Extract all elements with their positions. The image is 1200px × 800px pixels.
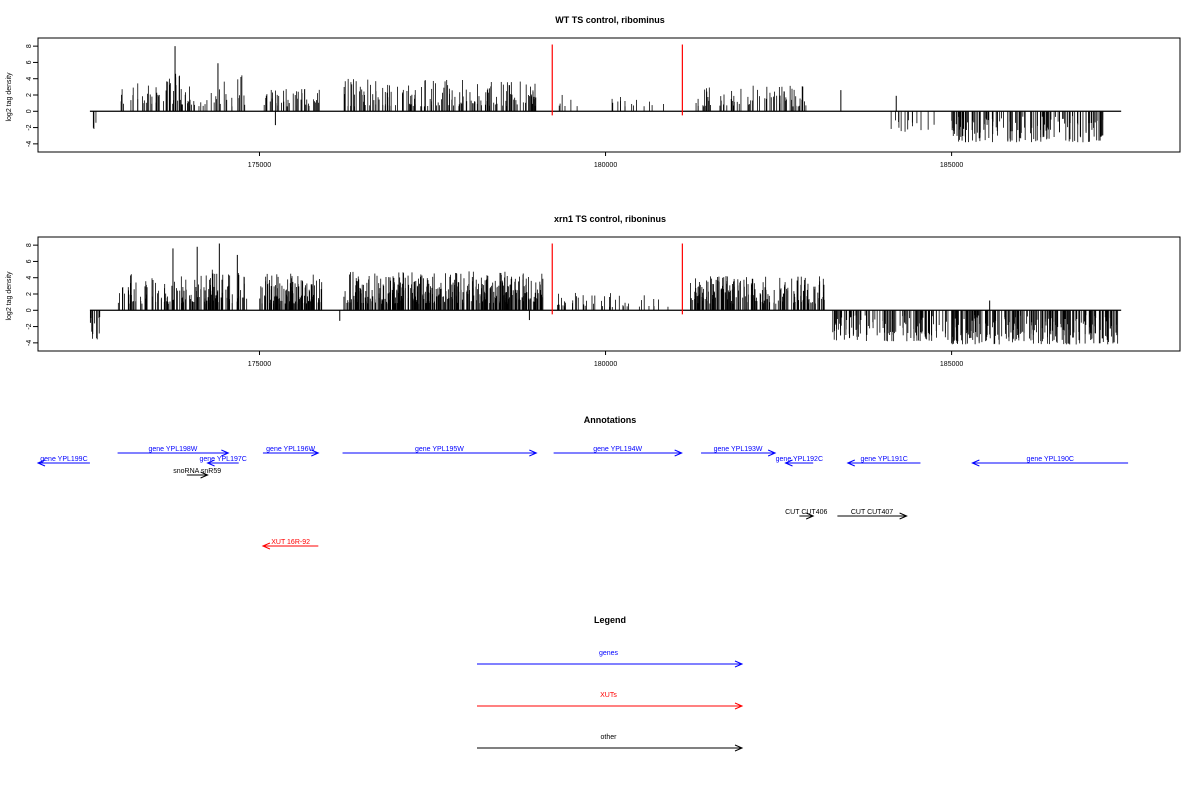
legend-label: XUTs xyxy=(600,692,617,699)
annotation-feature: gene YPL191C xyxy=(846,456,921,467)
annotation-arrow-head xyxy=(674,449,683,457)
wt-y-axis: -4 -2 0 2 4 6 8 xyxy=(26,44,38,147)
wt-x-axis: 175000 180000 185000 xyxy=(248,152,963,169)
annotation-feature: CUT CUT406 xyxy=(785,509,827,520)
xrn1-marker-lines xyxy=(551,243,683,315)
legend-items: genes XUTs other xyxy=(477,650,744,752)
annotation-arrow-head xyxy=(206,459,215,467)
annotation-feature: gene YPL198W xyxy=(117,446,230,457)
annotation-label: CUT CUT407 xyxy=(851,509,893,516)
annotation-feature: gene YPL193W xyxy=(701,446,777,457)
annotation-arrow-head xyxy=(767,449,777,457)
annotation-arrow-head xyxy=(36,459,46,467)
annotation-label: gene YPL194W xyxy=(593,446,642,453)
xrn1-ytick-label: 0 xyxy=(26,308,33,312)
annotation-arrow-head xyxy=(311,449,320,457)
wt-ytick-label: -4 xyxy=(26,141,33,147)
xrn1-y-axis: -4 -2 0 2 4 6 8 xyxy=(26,243,38,346)
xrn1-ytick-label: 2 xyxy=(26,292,33,296)
xrn1-ytick-label: 8 xyxy=(26,243,33,247)
annotation-feature: gene YPL192C xyxy=(776,456,823,467)
wt-track-ylabel: log2 tag density xyxy=(6,72,13,122)
wt-marker-lines xyxy=(551,44,683,116)
xrn1-ytick-label: -4 xyxy=(26,340,33,346)
legend-item: XUTs xyxy=(477,692,744,710)
annotation-label: gene YPL197C xyxy=(199,456,246,463)
annotation-label: gene YPL198W xyxy=(149,446,198,453)
wt-ytick-label: 8 xyxy=(26,44,33,48)
annotation-arrow-head xyxy=(200,471,209,479)
annotation-feature: gene YPL195W xyxy=(342,446,538,457)
legend-arrow-head xyxy=(734,744,744,752)
wt-ytick-label: 0 xyxy=(26,109,33,113)
wt-track-title: WT TS control, ribominus xyxy=(555,15,665,25)
xrn1-track-ylabel: log2 tag density xyxy=(6,271,13,321)
annotations-title: Annotations xyxy=(584,415,637,425)
wt-xtick-label: 180000 xyxy=(594,162,617,169)
annotation-label: gene YPL196W xyxy=(266,446,315,453)
annotation-label: gene YPL195W xyxy=(415,446,464,453)
legend-arrow-head xyxy=(734,702,744,710)
wt-xtick-label: 175000 xyxy=(248,162,271,169)
wt-ytick-label: 6 xyxy=(26,60,33,64)
xrn1-ytick-label: 4 xyxy=(26,276,33,280)
wt-plot-frame xyxy=(37,37,1181,153)
annotation-feature: gene YPL194W xyxy=(553,446,683,457)
annotation-feature: gene YPL197C xyxy=(199,456,247,467)
legend-item: other xyxy=(477,734,744,752)
annotation-label: snoRNA snR59 xyxy=(173,468,221,475)
legend-label: genes xyxy=(599,650,619,657)
wt-xtick-label: 185000 xyxy=(940,162,963,169)
annotation-label: XUT 16R-92 xyxy=(271,539,310,546)
xrn1-ytick-label: -2 xyxy=(26,323,33,329)
wt-ytick-label: -2 xyxy=(26,124,33,130)
annotation-feature: gene YPL196W xyxy=(262,446,320,457)
annotation-label: gene YPL192C xyxy=(776,456,823,463)
annotation-label: gene YPL199C xyxy=(40,456,87,463)
annotation-arrow-head xyxy=(899,512,908,520)
wt-track-panel: WT TS control, ribominus log2 tag densit… xyxy=(6,15,1181,169)
wt-ytick-label: 2 xyxy=(26,93,33,97)
annotation-label: gene YPL190C xyxy=(1027,456,1074,463)
xrn1-xtick-label: 185000 xyxy=(940,361,963,368)
annotation-label: gene YPL191C xyxy=(860,456,907,463)
legend-label: other xyxy=(601,734,618,741)
annotation-arrow-head xyxy=(846,459,855,467)
wt-signal-bars xyxy=(89,46,1122,143)
annotation-arrow-head xyxy=(221,449,230,457)
wt-ytick-label: 4 xyxy=(26,77,33,81)
legend-item: genes xyxy=(477,650,744,668)
annotation-arrow-head xyxy=(261,542,271,550)
annotation-feature: gene YPL199C xyxy=(36,456,90,467)
annotation-label: gene YPL193W xyxy=(714,446,763,453)
legend-arrow-head xyxy=(734,660,744,668)
annotation-arrow-head xyxy=(784,459,793,467)
annotation-arrow-head xyxy=(971,459,980,467)
legend-title: Legend xyxy=(594,615,626,625)
annotation-feature: XUT 16R-92 xyxy=(261,539,319,550)
xrn1-track-title: xrn1 TS control, riboninus xyxy=(554,214,666,224)
xrn1-xtick-label: 180000 xyxy=(594,361,617,368)
annotation-feature: snoRNA snR59 xyxy=(173,468,221,479)
legend-panel: Legend genes XUTs other xyxy=(477,615,744,752)
annotation-arrow-head xyxy=(805,512,815,520)
annotation-label: CUT CUT406 xyxy=(785,509,827,516)
annotation-arrow-head xyxy=(529,449,538,457)
xrn1-ytick-label: 6 xyxy=(26,259,33,263)
xrn1-signal-bars xyxy=(89,243,1122,345)
annotation-feature: gene YPL190C xyxy=(971,456,1129,467)
annotation-feature: CUT CUT407 xyxy=(837,509,908,520)
xrn1-xtick-label: 175000 xyxy=(248,361,271,368)
xrn1-track-panel: xrn1 TS control, riboninus log2 tag dens… xyxy=(6,214,1181,368)
xrn1-x-axis: 175000 180000 185000 xyxy=(248,351,963,368)
